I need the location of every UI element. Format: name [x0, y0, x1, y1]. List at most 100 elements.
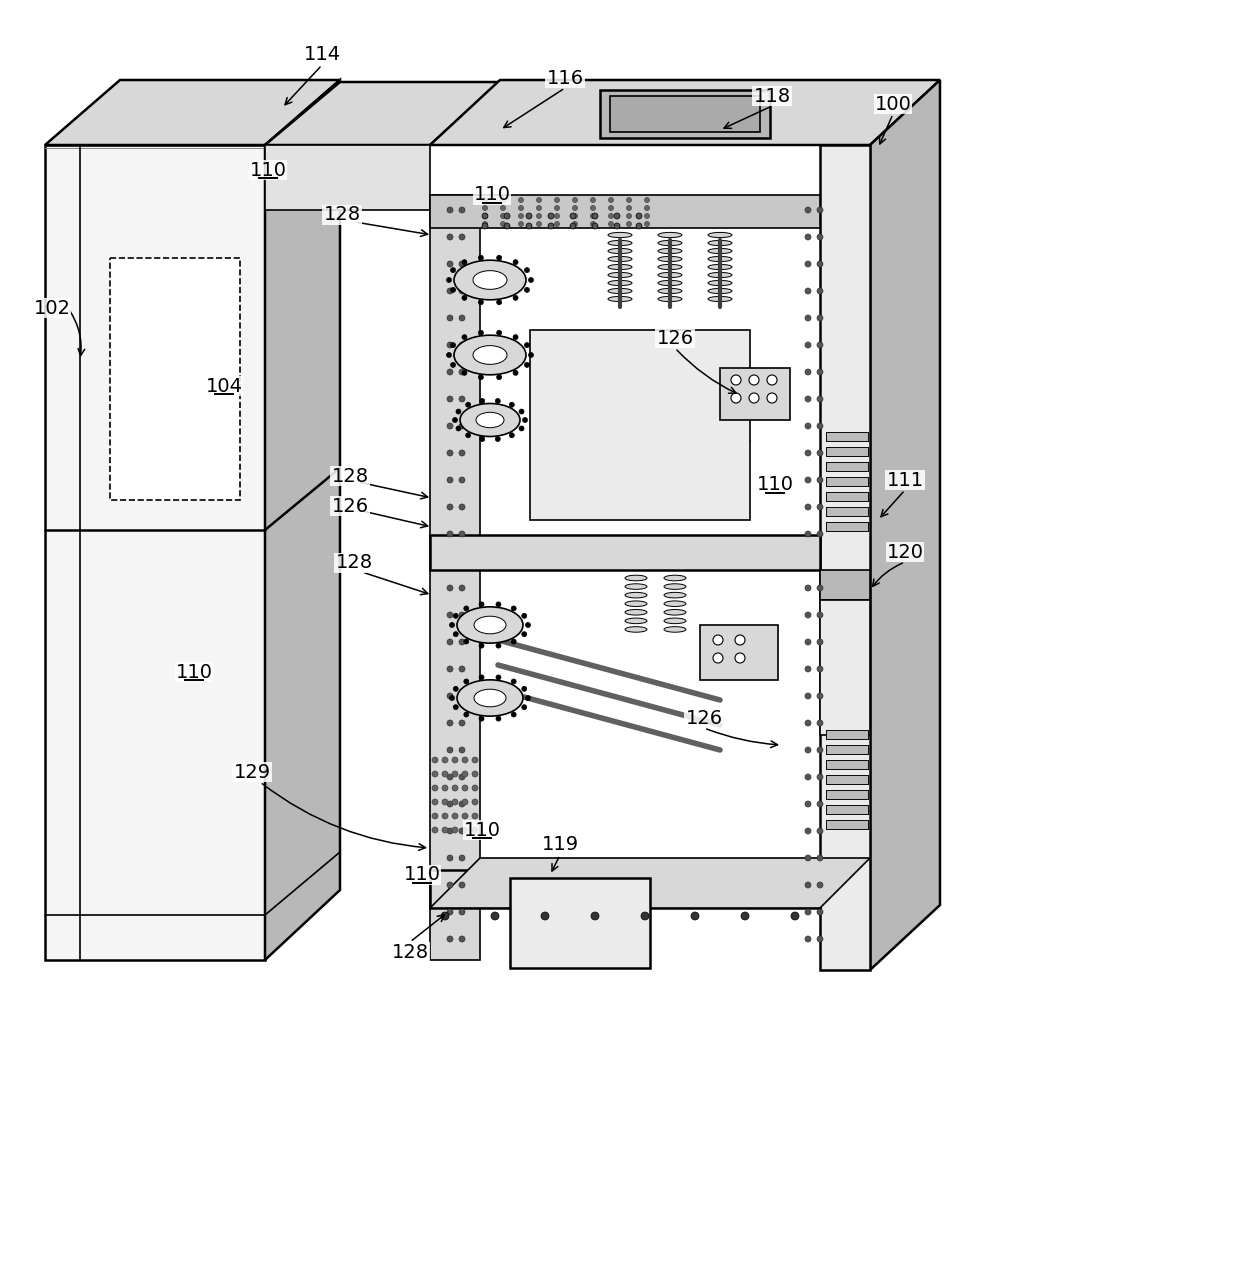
Circle shape: [454, 705, 459, 709]
Circle shape: [482, 214, 487, 219]
Circle shape: [817, 369, 823, 376]
Circle shape: [528, 278, 533, 283]
Polygon shape: [826, 745, 868, 754]
Circle shape: [554, 197, 559, 202]
Ellipse shape: [608, 280, 632, 285]
Circle shape: [609, 222, 614, 227]
Circle shape: [528, 353, 533, 358]
Text: 110: 110: [474, 186, 511, 205]
Polygon shape: [430, 858, 870, 908]
Ellipse shape: [474, 616, 506, 634]
Circle shape: [459, 234, 465, 241]
Ellipse shape: [708, 233, 732, 238]
Polygon shape: [610, 95, 760, 132]
Polygon shape: [826, 447, 868, 456]
Circle shape: [768, 393, 777, 404]
Circle shape: [453, 827, 458, 833]
Circle shape: [503, 223, 510, 229]
Circle shape: [459, 586, 465, 591]
Ellipse shape: [625, 619, 647, 624]
Circle shape: [513, 295, 518, 300]
Circle shape: [459, 882, 465, 889]
Ellipse shape: [625, 610, 647, 615]
Circle shape: [541, 911, 549, 920]
Circle shape: [522, 418, 527, 423]
Circle shape: [453, 771, 458, 777]
Polygon shape: [265, 80, 340, 960]
Circle shape: [805, 234, 811, 241]
Polygon shape: [826, 760, 868, 769]
Circle shape: [479, 299, 484, 304]
Circle shape: [491, 911, 498, 920]
Circle shape: [479, 675, 484, 680]
Circle shape: [432, 827, 438, 833]
Circle shape: [459, 288, 465, 294]
Circle shape: [432, 799, 438, 805]
Circle shape: [466, 402, 471, 407]
Circle shape: [466, 433, 471, 438]
Polygon shape: [110, 258, 241, 500]
Circle shape: [472, 785, 477, 791]
Polygon shape: [826, 760, 868, 769]
Circle shape: [591, 223, 598, 229]
Circle shape: [446, 693, 453, 699]
Circle shape: [518, 214, 523, 219]
Polygon shape: [430, 869, 820, 908]
Circle shape: [525, 288, 529, 293]
Circle shape: [459, 612, 465, 617]
Polygon shape: [826, 805, 868, 813]
Circle shape: [525, 267, 529, 272]
Circle shape: [432, 785, 438, 791]
Circle shape: [459, 369, 465, 376]
Circle shape: [522, 631, 527, 636]
Circle shape: [441, 799, 448, 805]
Polygon shape: [826, 820, 868, 829]
Ellipse shape: [663, 626, 686, 633]
Polygon shape: [826, 729, 868, 740]
Polygon shape: [826, 477, 868, 486]
Polygon shape: [826, 805, 868, 813]
Polygon shape: [826, 805, 868, 813]
Circle shape: [805, 288, 811, 294]
Circle shape: [459, 531, 465, 537]
Circle shape: [805, 747, 811, 754]
Ellipse shape: [625, 601, 647, 606]
Circle shape: [526, 223, 532, 229]
Circle shape: [573, 205, 578, 210]
Circle shape: [817, 314, 823, 321]
Polygon shape: [45, 145, 265, 960]
Circle shape: [591, 213, 598, 219]
Circle shape: [591, 911, 599, 920]
Circle shape: [495, 437, 500, 442]
Circle shape: [526, 213, 532, 219]
Circle shape: [459, 827, 465, 834]
Text: 128: 128: [336, 554, 372, 573]
Circle shape: [817, 612, 823, 617]
Circle shape: [459, 855, 465, 861]
Circle shape: [805, 855, 811, 861]
Circle shape: [590, 205, 595, 210]
Circle shape: [817, 396, 823, 402]
Circle shape: [464, 606, 469, 611]
Circle shape: [522, 686, 527, 691]
Circle shape: [454, 614, 459, 619]
Circle shape: [456, 426, 461, 432]
Ellipse shape: [708, 241, 732, 246]
Ellipse shape: [608, 256, 632, 261]
Circle shape: [459, 207, 465, 213]
Text: 126: 126: [686, 709, 723, 727]
Circle shape: [805, 936, 811, 942]
Circle shape: [459, 639, 465, 645]
Text: 110: 110: [176, 662, 212, 681]
Circle shape: [510, 402, 515, 407]
Circle shape: [432, 757, 438, 763]
Circle shape: [573, 197, 578, 202]
Circle shape: [480, 398, 485, 404]
Circle shape: [525, 363, 529, 368]
Circle shape: [501, 222, 506, 227]
Circle shape: [548, 213, 554, 219]
Text: 120: 120: [887, 542, 924, 561]
Circle shape: [446, 882, 453, 889]
Polygon shape: [430, 80, 940, 145]
Circle shape: [511, 606, 516, 611]
